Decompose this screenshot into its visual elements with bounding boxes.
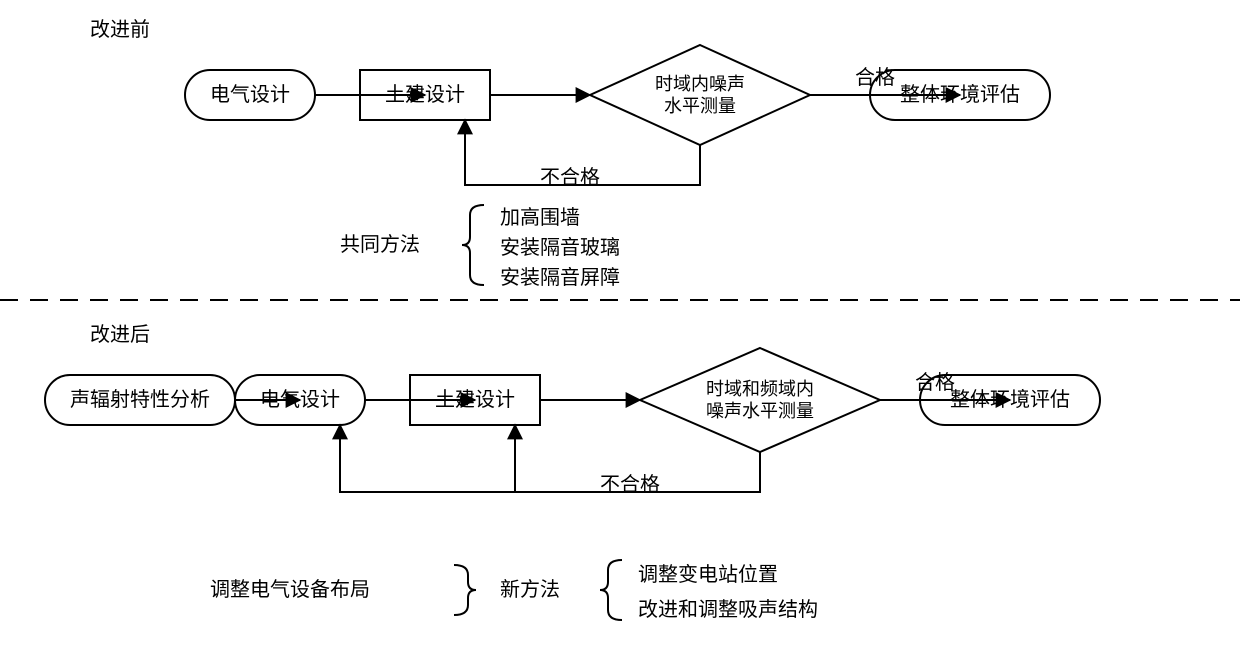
brace	[600, 560, 622, 620]
note-item-right-1: 改进和调整吸声结构	[638, 598, 818, 621]
section-title-after: 改进后	[90, 323, 150, 346]
note-item-common-0: 加高围墙	[500, 206, 580, 229]
section-title-before: 改进前	[90, 18, 150, 41]
note-label-right: 新方法	[500, 578, 560, 601]
edge-label-n3-n4: 合格	[855, 66, 895, 89]
note-item-common-1: 安装隔音玻璃	[500, 236, 620, 259]
edge-label-n3-n2: 不合格	[540, 166, 600, 189]
edge-b3-b1	[340, 425, 760, 492]
brace	[462, 205, 484, 285]
note-label-left: 调整电气设备布局	[210, 578, 370, 601]
note-item-right-0: 调整变电站位置	[638, 563, 778, 586]
brace	[454, 565, 476, 615]
note-item-common-2: 安装隔音屏障	[500, 266, 620, 289]
note-label-common: 共同方法	[340, 233, 420, 256]
node-label-b3-0: 时域和频域内	[706, 379, 814, 399]
node-label-n1: 电气设计	[210, 83, 290, 106]
node-label-b0: 声辐射特性分析	[70, 388, 210, 411]
node-label-n3-1: 水平测量	[664, 96, 736, 116]
edge-label-b3-b4: 合格	[915, 371, 955, 394]
node-b3	[640, 348, 880, 452]
node-n3	[590, 45, 810, 145]
node-label-b3-1: 噪声水平测量	[706, 401, 814, 421]
node-label-n3-0: 时域内噪声	[655, 74, 745, 94]
